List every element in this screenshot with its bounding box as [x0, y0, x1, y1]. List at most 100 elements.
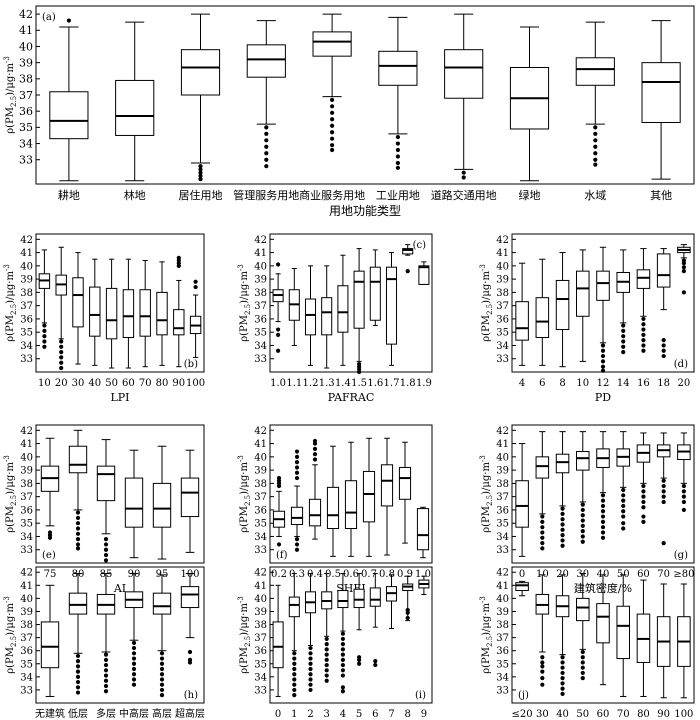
- x-axis-label: AI: [113, 582, 126, 595]
- outlier-point: [560, 686, 565, 691]
- iqr-box: [49, 91, 89, 140]
- box-j-3: [555, 574, 570, 696]
- box-b-6: [122, 258, 135, 369]
- panel-j: 33 34 35 36 37 38 39 40 41 42 ≤20 30 40 50 60 70 80 90 100…: [479, 566, 695, 720]
- outlier-point: [330, 97, 335, 102]
- outlier-point: [395, 154, 400, 159]
- outlier-point: [159, 677, 165, 682]
- x-tick-label: 0.2: [271, 569, 287, 580]
- outlier-point: [681, 483, 686, 489]
- y-tick-label: 34: [19, 137, 33, 150]
- outlier-point: [395, 147, 400, 153]
- outlier-point: [621, 493, 626, 498]
- outlier-point: [308, 651, 313, 656]
- y-tick-label: 40: [496, 594, 509, 605]
- outlier-point: [42, 339, 47, 344]
- iqr-box: [288, 596, 300, 618]
- y-tick-label: 42: [254, 235, 267, 246]
- y-axis-label-unit: )/μg·m: [481, 603, 492, 636]
- x-tick-label: 80: [156, 378, 169, 389]
- outlier-point: [621, 526, 626, 531]
- outlier-point: [103, 689, 109, 694]
- x-tick-label: 低层: [68, 707, 88, 720]
- outlier-point: [621, 339, 626, 344]
- x-tick-label: 耕地: [58, 188, 80, 202]
- y-tick-label: 34: [254, 672, 267, 683]
- outlier-point: [75, 515, 81, 520]
- outlier-point: [681, 269, 686, 274]
- plot-frame: [35, 566, 205, 704]
- outlier-point: [276, 348, 281, 353]
- outlier-point: [330, 104, 335, 109]
- box-e-5: [152, 445, 172, 560]
- box-d-2: [535, 258, 550, 366]
- outlier-point: [324, 647, 329, 652]
- outlier-point: [593, 157, 598, 162]
- iqr-box: [385, 266, 398, 345]
- box-a-3: [180, 13, 221, 182]
- y-axis-label: ρ(PM2.5)/μg·m-3: [3, 56, 18, 134]
- outlier-point: [103, 673, 109, 678]
- x-tick-label: 9: [421, 709, 427, 720]
- iqr-box: [535, 456, 550, 479]
- x-tick-label: 6: [539, 378, 545, 389]
- outlier-point: [540, 660, 545, 665]
- outlier-point: [103, 537, 109, 542]
- box-b-2: [55, 246, 67, 371]
- outlier-point: [75, 653, 81, 659]
- outlier-point: [308, 677, 313, 682]
- outlier-point: [276, 332, 281, 337]
- iqr-box: [326, 486, 340, 530]
- box-f-8: [398, 441, 412, 544]
- box-f-6: [362, 437, 376, 557]
- outlier-point: [600, 343, 606, 348]
- iqr-box: [72, 277, 84, 328]
- y-axis-label: ρ(PM2.5)/μg·m-3: [237, 596, 252, 674]
- box-g-2: [535, 431, 550, 551]
- outlier-point: [159, 672, 165, 677]
- y-tick-label: 36: [254, 314, 267, 325]
- outlier-point: [405, 610, 410, 615]
- y-tick-label: 38: [20, 479, 33, 490]
- outlier-point: [131, 645, 137, 651]
- y-tick-label: 42: [496, 426, 509, 437]
- outlier-point: [198, 173, 203, 179]
- y-tick-label: 42: [20, 426, 33, 437]
- box-h-1: [40, 584, 60, 697]
- x-tick-label: 40: [556, 709, 569, 720]
- outlier-point: [324, 678, 329, 683]
- outlier-point: [75, 674, 81, 679]
- box-g-8: [656, 432, 671, 546]
- outlier-point: [600, 503, 606, 509]
- outlier-point: [461, 175, 466, 180]
- outlier-point: [59, 344, 64, 349]
- outlier-point: [340, 631, 345, 636]
- outlier-point: [324, 657, 329, 662]
- y-tick-label: 33: [19, 154, 33, 167]
- outlier-point: [159, 661, 165, 666]
- y-axis-label-unit: )/μg·m: [481, 462, 492, 495]
- outlier-point: [357, 369, 362, 375]
- outlier-point: [75, 669, 81, 674]
- outlier-point: [621, 498, 626, 503]
- outlier-point: [294, 537, 300, 542]
- y-tick-label: 39: [254, 275, 267, 286]
- outlier-point: [661, 353, 666, 359]
- outlier-point: [621, 334, 626, 339]
- iqr-box: [344, 480, 358, 530]
- y-tick-label: 41: [20, 248, 33, 259]
- outlier-point: [593, 162, 598, 167]
- box-b-8: [156, 261, 168, 366]
- box-b-7: [139, 260, 151, 368]
- box-b-5: [105, 258, 118, 369]
- iqr-box: [444, 49, 484, 99]
- x-tick-label: 60: [637, 569, 650, 580]
- y-tick-label: 36: [20, 646, 33, 657]
- outlier-point: [560, 522, 565, 527]
- box-f-2: [290, 449, 304, 552]
- outlier-point: [461, 170, 466, 175]
- y-axis-label: ρ(PM2.5)/μg·m-3: [479, 264, 494, 342]
- y-axis-label-sub: 2.5: [244, 636, 252, 647]
- iqr-box: [369, 266, 381, 321]
